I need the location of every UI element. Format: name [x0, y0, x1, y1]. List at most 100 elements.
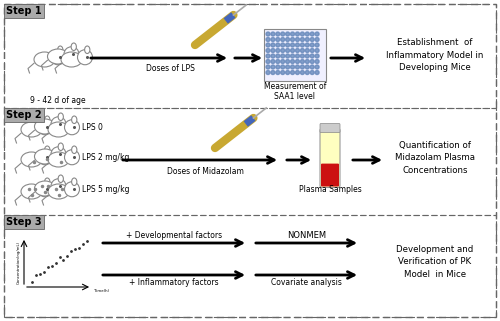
Point: [44, 264, 52, 269]
Circle shape: [280, 71, 284, 74]
Circle shape: [290, 54, 294, 58]
Circle shape: [280, 43, 284, 47]
Circle shape: [276, 38, 280, 41]
Circle shape: [286, 59, 290, 64]
Circle shape: [276, 65, 280, 69]
Circle shape: [315, 43, 319, 47]
Bar: [4, 215, 496, 317]
Circle shape: [266, 54, 270, 58]
Circle shape: [300, 65, 304, 69]
Circle shape: [286, 54, 290, 58]
Circle shape: [286, 65, 290, 69]
Circle shape: [286, 32, 290, 36]
Circle shape: [51, 179, 66, 194]
Circle shape: [266, 43, 270, 47]
Circle shape: [280, 48, 284, 53]
Circle shape: [266, 48, 270, 53]
Circle shape: [78, 50, 92, 65]
Circle shape: [310, 38, 314, 41]
Text: Step 1: Step 1: [6, 6, 42, 16]
Circle shape: [290, 32, 294, 36]
Circle shape: [64, 47, 79, 62]
Circle shape: [300, 48, 304, 53]
Text: Measurement of
SAA1 level: Measurement of SAA1 level: [264, 82, 326, 101]
Circle shape: [300, 43, 304, 47]
Text: LPS 0: LPS 0: [82, 124, 103, 133]
Text: Concentration(ng/mL): Concentration(ng/mL): [17, 240, 21, 283]
Circle shape: [276, 48, 280, 53]
Point: [60, 257, 68, 262]
Circle shape: [300, 59, 304, 64]
Circle shape: [315, 65, 319, 69]
Circle shape: [50, 50, 66, 65]
Point: [40, 269, 48, 274]
FancyBboxPatch shape: [320, 124, 340, 133]
Circle shape: [300, 32, 304, 36]
Circle shape: [310, 54, 314, 58]
Circle shape: [306, 32, 310, 36]
Ellipse shape: [34, 149, 56, 164]
Point: [36, 271, 44, 276]
FancyBboxPatch shape: [320, 128, 340, 187]
Circle shape: [296, 71, 300, 74]
Circle shape: [266, 32, 270, 36]
Ellipse shape: [48, 122, 69, 137]
Text: Time(h): Time(h): [94, 289, 109, 293]
Circle shape: [290, 48, 294, 53]
Point: [28, 280, 36, 285]
Ellipse shape: [58, 113, 64, 120]
Circle shape: [266, 71, 270, 74]
FancyBboxPatch shape: [321, 164, 339, 187]
Text: LPS 2 mg/kg: LPS 2 mg/kg: [82, 153, 130, 162]
Circle shape: [276, 43, 280, 47]
Circle shape: [296, 43, 300, 47]
Circle shape: [64, 120, 80, 135]
Circle shape: [280, 54, 284, 58]
Text: Development and
Verification of PK
Model  in Mice: Development and Verification of PK Model…: [396, 245, 473, 279]
Circle shape: [296, 32, 300, 36]
Circle shape: [310, 59, 314, 64]
Point: [32, 273, 40, 278]
Point: [48, 263, 56, 268]
Ellipse shape: [21, 122, 42, 137]
Circle shape: [286, 71, 290, 74]
Circle shape: [315, 32, 319, 36]
Circle shape: [271, 54, 275, 58]
Ellipse shape: [48, 49, 68, 64]
Circle shape: [271, 48, 275, 53]
Circle shape: [310, 32, 314, 36]
Circle shape: [306, 43, 310, 47]
Circle shape: [38, 150, 52, 165]
Circle shape: [315, 71, 319, 74]
Ellipse shape: [34, 52, 55, 67]
Ellipse shape: [48, 152, 69, 167]
Circle shape: [280, 65, 284, 69]
Text: Plasma Samples: Plasma Samples: [298, 185, 362, 194]
Circle shape: [290, 59, 294, 64]
Circle shape: [315, 48, 319, 53]
Circle shape: [296, 54, 300, 58]
Ellipse shape: [61, 52, 82, 67]
Circle shape: [38, 182, 52, 197]
Text: Establishment  of
Inflammatory Model in
Developing Mice: Establishment of Inflammatory Model in D…: [386, 38, 484, 72]
Circle shape: [306, 65, 310, 69]
Circle shape: [271, 43, 275, 47]
Text: Doses of Midazolam: Doses of Midazolam: [166, 167, 244, 176]
Ellipse shape: [44, 178, 50, 186]
Bar: [4, 4, 496, 108]
Circle shape: [290, 38, 294, 41]
Ellipse shape: [21, 184, 42, 199]
Text: Doses of LPS: Doses of LPS: [146, 64, 194, 73]
Ellipse shape: [44, 146, 50, 153]
Circle shape: [276, 32, 280, 36]
Text: + Inflammatory factors: + Inflammatory factors: [129, 278, 219, 287]
Circle shape: [290, 43, 294, 47]
Ellipse shape: [72, 116, 77, 124]
Circle shape: [271, 59, 275, 64]
Circle shape: [64, 150, 80, 165]
Circle shape: [266, 65, 270, 69]
Circle shape: [306, 38, 310, 41]
Circle shape: [306, 48, 310, 53]
Circle shape: [64, 182, 80, 197]
Point: [75, 245, 83, 250]
